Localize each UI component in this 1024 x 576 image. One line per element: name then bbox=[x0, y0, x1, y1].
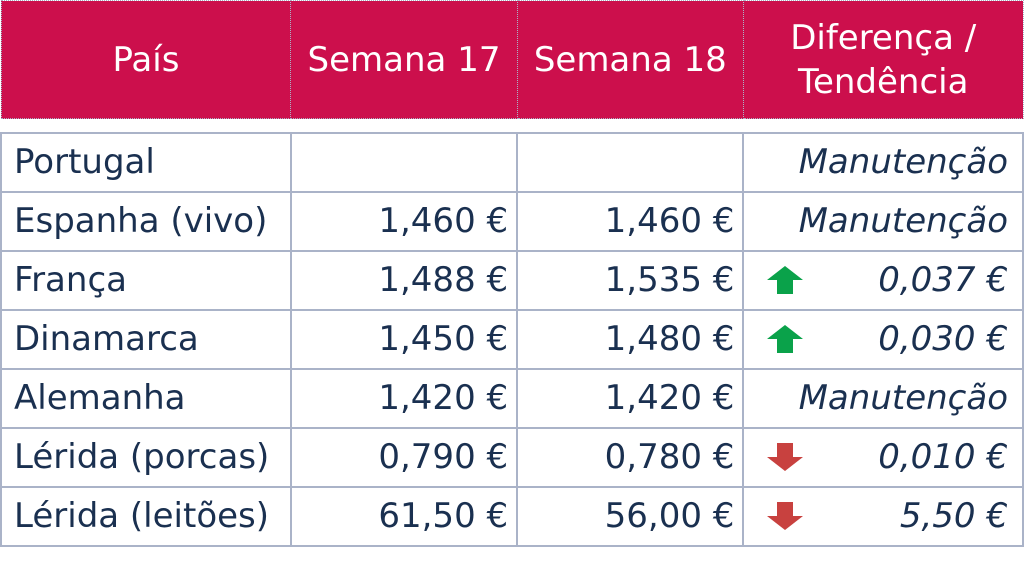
country-cell: Lérida (porcas) bbox=[0, 426, 292, 488]
table-row: Lérida (leitões) 61,50 € 56,00 € 5,50 € bbox=[0, 485, 1024, 547]
header-country: País bbox=[0, 0, 292, 119]
week17-cell: 1,420 € bbox=[289, 367, 519, 429]
up-arrow-icon bbox=[767, 325, 804, 353]
week18-cell: 56,00 € bbox=[516, 485, 745, 547]
week18-cell: 1,460 € bbox=[516, 190, 745, 252]
diff-cell: 0,010 € bbox=[742, 426, 1024, 488]
week17-cell bbox=[289, 131, 519, 193]
table-row: Espanha (vivo) 1,460 € 1,460 € Manutençã… bbox=[0, 190, 1024, 252]
table-row: Lérida (porcas) 0,790 € 0,780 € 0,010 € bbox=[0, 426, 1024, 488]
country-cell: França bbox=[0, 249, 292, 311]
up-arrow-icon bbox=[767, 266, 804, 294]
diff-value: 5,50 € bbox=[899, 496, 1008, 536]
down-arrow-icon bbox=[767, 443, 804, 471]
diff-cell: 0,030 € bbox=[742, 308, 1024, 370]
header-diff-line1: Diferença / bbox=[790, 17, 977, 58]
week17-cell: 1,488 € bbox=[289, 249, 519, 311]
price-table: País Semana 17 Semana 18 Diferença / Ten… bbox=[0, 0, 1024, 547]
week17-cell: 1,460 € bbox=[289, 190, 519, 252]
table-row: Alemanha 1,420 € 1,420 € Manutenção bbox=[0, 367, 1024, 429]
week18-cell: 1,480 € bbox=[516, 308, 745, 370]
diff-cell: Manutenção bbox=[742, 131, 1024, 193]
diff-value: 0,037 € bbox=[878, 260, 1008, 300]
table-row: Dinamarca 1,450 € 1,480 € 0,030 € bbox=[0, 308, 1024, 370]
week17-cell: 1,450 € bbox=[289, 308, 519, 370]
week18-cell: 1,535 € bbox=[516, 249, 745, 311]
diff-value: 0,010 € bbox=[878, 437, 1008, 477]
header-row: País Semana 17 Semana 18 Diferença / Ten… bbox=[0, 0, 1024, 119]
diff-cell: Manutenção bbox=[742, 367, 1024, 429]
table-row: França 1,488 € 1,535 € 0,037 € bbox=[0, 249, 1024, 311]
week18-cell: 1,420 € bbox=[516, 367, 745, 429]
week18-cell bbox=[516, 131, 745, 193]
header-week-18: Semana 18 bbox=[516, 0, 744, 119]
down-arrow-icon bbox=[767, 502, 804, 530]
country-cell: Espanha (vivo) bbox=[0, 190, 292, 252]
week17-cell: 0,790 € bbox=[289, 426, 519, 488]
diff-value: Manutenção bbox=[798, 201, 1008, 241]
diff-cell: 0,037 € bbox=[742, 249, 1024, 311]
diff-value: Manutenção bbox=[798, 142, 1008, 182]
week17-cell: 61,50 € bbox=[289, 485, 519, 547]
diff-value: 0,030 € bbox=[878, 319, 1008, 359]
country-cell: Dinamarca bbox=[0, 308, 292, 370]
header-difference-trend: Diferença / Tendência bbox=[742, 0, 1024, 119]
table-row: Portugal Manutenção bbox=[0, 131, 1024, 193]
spacer-row bbox=[1, 118, 1023, 133]
diff-cell: 5,50 € bbox=[742, 485, 1024, 547]
country-cell: Alemanha bbox=[0, 367, 292, 429]
diff-cell: Manutenção bbox=[742, 190, 1024, 252]
header-diff-line2: Tendência bbox=[797, 61, 969, 102]
country-cell: Portugal bbox=[0, 131, 292, 193]
diff-value: Manutenção bbox=[798, 378, 1008, 418]
country-cell: Lérida (leitões) bbox=[0, 485, 292, 547]
header-week-17: Semana 17 bbox=[290, 0, 518, 119]
week18-cell: 0,780 € bbox=[516, 426, 745, 488]
